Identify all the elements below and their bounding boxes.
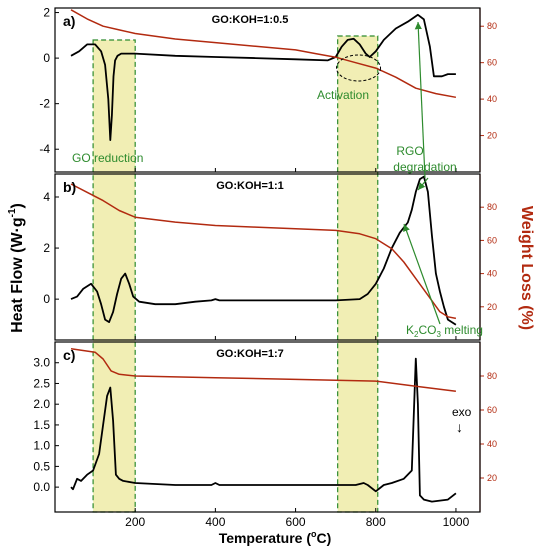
right-tick-label: 80 bbox=[487, 371, 497, 381]
x-tick-label: 200 bbox=[125, 515, 145, 529]
left-tick-label: 0.0 bbox=[33, 480, 50, 494]
left-tick-label: 0 bbox=[43, 51, 50, 65]
left-tick-label: -2 bbox=[39, 97, 50, 111]
left-tick-label: 1.0 bbox=[33, 439, 50, 453]
panel-frames bbox=[54, 7, 481, 513]
highlight-bands bbox=[92, 35, 379, 513]
x-axis-title: Temperature (oC) bbox=[219, 529, 332, 546]
exo-arrow: ↓ bbox=[456, 419, 463, 435]
right-tick-label: 60 bbox=[487, 235, 497, 245]
activation-ellipse bbox=[336, 54, 382, 82]
rgo-label-line2: degradation bbox=[393, 160, 456, 174]
left-tick-label: -4 bbox=[39, 142, 50, 156]
k2co3-label: K2CO3 melting bbox=[406, 323, 483, 339]
left-tick-label: 1.5 bbox=[33, 418, 50, 432]
left-tick-label: 2 bbox=[43, 6, 50, 20]
weight-loss-line bbox=[70, 9, 457, 99]
right-tick-label: 20 bbox=[487, 302, 497, 312]
x-tick-label: 800 bbox=[366, 515, 386, 529]
go-reduction-label: GO reduction bbox=[72, 151, 143, 165]
k2co3-arrow bbox=[403, 223, 441, 325]
panel-frame bbox=[54, 7, 481, 173]
highlight-band bbox=[337, 35, 379, 513]
right-tick-label: 60 bbox=[487, 58, 497, 68]
rgo-label-line1: RGO bbox=[396, 144, 423, 158]
activation-label: Activation bbox=[317, 88, 369, 102]
left-tick-label: 4 bbox=[43, 190, 50, 204]
heat-flow-line bbox=[70, 357, 457, 503]
right-axis-title: Weight Loss (%) bbox=[518, 206, 535, 330]
right-tick-label: 20 bbox=[487, 473, 497, 483]
left-tick-label: 3.0 bbox=[33, 356, 50, 370]
panel-title: GO:KOH=1:7 bbox=[216, 348, 284, 360]
panel-title: GO:KOH=1:0.5 bbox=[212, 14, 289, 26]
panel-title: GO:KOH=1:1 bbox=[216, 180, 284, 192]
left-tick-label: 0 bbox=[43, 292, 50, 306]
heat-flow-line bbox=[70, 13, 456, 141]
panels: -4 -2 0 2 20 40 60 80 a) GO:KOH=1:0.5 0 2 4 20 40 60 80 b… bbox=[33, 6, 497, 529]
right-tick-label: 80 bbox=[487, 202, 497, 212]
panel-frame bbox=[54, 341, 481, 513]
right-tick-label: 80 bbox=[487, 21, 497, 31]
panel-letter: a) bbox=[63, 13, 75, 29]
left-tick-label: 2 bbox=[43, 241, 50, 255]
rgo-arrow-up bbox=[414, 21, 426, 179]
heat-flow-line bbox=[70, 175, 457, 326]
right-tick-label: 40 bbox=[487, 439, 497, 449]
right-tick-label: 60 bbox=[487, 405, 497, 415]
x-tick-label: 1000 bbox=[443, 515, 470, 529]
weight-loss-line bbox=[70, 183, 457, 320]
left-tick-label: 2.5 bbox=[33, 376, 50, 390]
rgo-arrow-down bbox=[417, 177, 429, 191]
exo-label: exo bbox=[452, 405, 472, 419]
right-tick-label: 40 bbox=[487, 269, 497, 279]
weight-loss-line bbox=[70, 348, 456, 393]
left-axis-title: Heat Flow (W·g-1) bbox=[7, 203, 26, 333]
left-tick-label: 2.0 bbox=[33, 397, 50, 411]
right-tick-label: 20 bbox=[487, 131, 497, 141]
right-tick-label: 40 bbox=[487, 94, 497, 104]
panel-letter: b) bbox=[63, 179, 76, 195]
x-tick-label: 400 bbox=[205, 515, 225, 529]
left-tick-label: 0.5 bbox=[33, 459, 50, 473]
x-tick-label: 600 bbox=[286, 515, 306, 529]
panel-frame bbox=[54, 173, 481, 341]
panel-letter: c) bbox=[63, 347, 75, 363]
panel-1: 0 2 4 20 40 60 80 b) GO:KOH=1:1 bbox=[43, 174, 497, 340]
annotations bbox=[336, 21, 441, 325]
